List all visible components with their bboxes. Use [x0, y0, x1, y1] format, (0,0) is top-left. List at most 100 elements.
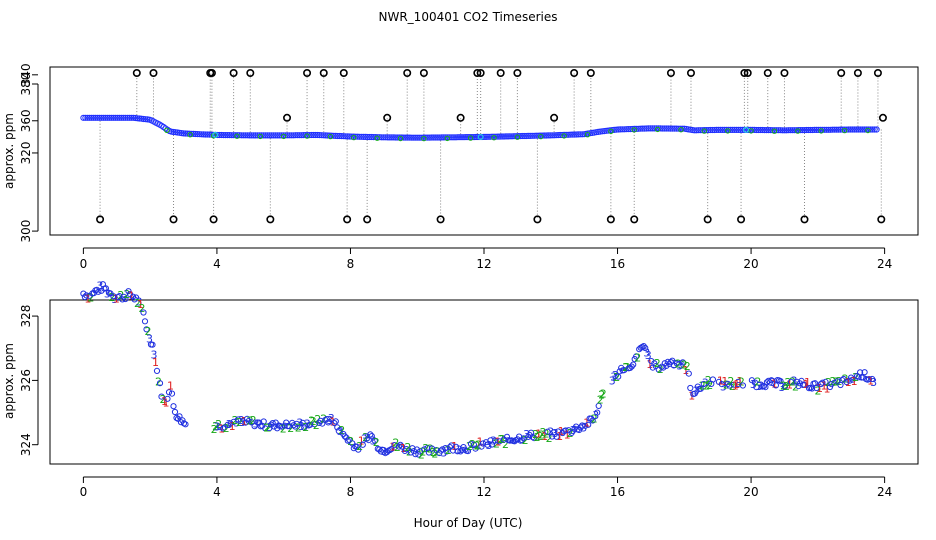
series-label-2: 2: [280, 423, 287, 436]
series-label-3: 3: [328, 412, 335, 425]
series-point: [478, 443, 485, 450]
baseline-point: [510, 133, 518, 140]
baseline-point: [224, 132, 231, 139]
baseline-point: [358, 133, 365, 140]
baseline-point: [571, 131, 578, 138]
spike-point: [606, 215, 615, 224]
bottom-x-tick-label: 20: [743, 485, 758, 499]
baseline-point: [801, 127, 808, 134]
baseline-point: [312, 131, 319, 139]
baseline-point: [116, 114, 123, 121]
series-point: [220, 425, 227, 432]
series-point: [335, 427, 342, 435]
baseline-point: [827, 126, 834, 133]
spike-point: [383, 113, 392, 122]
baseline-point: [741, 126, 748, 133]
baseline-point: [709, 126, 716, 134]
overlay-point: [584, 132, 591, 138]
series-label-2: 2: [236, 416, 243, 429]
top-x-tick-label: 12: [476, 257, 491, 271]
baseline-point: [284, 132, 291, 139]
series-label-2: 2: [392, 437, 399, 450]
baseline-point: [136, 115, 143, 122]
baseline-point: [216, 131, 223, 139]
series-label-3: 3: [146, 332, 153, 345]
spike-point: [476, 69, 485, 78]
series-point: [798, 377, 805, 384]
series-label-2: 2: [833, 375, 840, 388]
series-point: [781, 383, 789, 390]
baseline-point: [480, 133, 488, 140]
baseline-point: [344, 133, 351, 140]
baseline-point: [521, 132, 528, 140]
series-point: [446, 444, 453, 451]
series-label-2: 2: [418, 449, 425, 462]
series-point: [726, 382, 733, 389]
baseline-point: [717, 126, 724, 133]
series-point: [168, 390, 176, 397]
baseline-point: [665, 125, 672, 132]
series-point: [132, 294, 140, 301]
baseline-point: [170, 128, 177, 136]
series-label-2: 2: [247, 414, 254, 427]
series-point: [793, 378, 801, 385]
baseline-point: [290, 132, 297, 139]
top-y-tick-label: 360: [19, 109, 33, 132]
baseline-point: [791, 127, 798, 134]
series-label-2: 2: [522, 434, 529, 447]
overlay-point: [421, 135, 427, 142]
series-point: [359, 441, 366, 448]
baseline-point: [246, 132, 253, 139]
series-label-3: 3: [233, 417, 240, 430]
series-point: [245, 418, 252, 425]
series-point: [679, 359, 686, 366]
overlay-point: [865, 127, 871, 134]
baseline-point: [240, 132, 247, 139]
bottom-x-tick-label: 0: [80, 485, 88, 499]
series-label-2: 2: [108, 291, 115, 304]
series-label-2: 2: [87, 292, 94, 305]
top-panel: approx. ppm 0 4 8 12 16 20 24 300 320 340 360 380: [2, 63, 919, 271]
series-point: [687, 384, 694, 392]
series-point: [700, 380, 707, 388]
baseline-point: [382, 134, 389, 141]
overlay-point: [538, 133, 544, 140]
baseline-point: [354, 133, 361, 140]
spike-point: [513, 69, 522, 78]
top-y-tick-label: 380: [19, 73, 33, 96]
baseline-point: [611, 126, 618, 133]
series-label-3: 3: [769, 376, 776, 389]
baseline-point: [727, 126, 734, 133]
baseline-point: [294, 132, 301, 139]
baseline-point: [605, 127, 612, 134]
series-point: [503, 433, 511, 440]
series-point: [630, 361, 637, 368]
series-label-2: 2: [675, 358, 682, 371]
baseline-point: [815, 126, 822, 133]
baseline-point: [184, 130, 191, 137]
baseline-point: [575, 131, 582, 138]
baseline-point: [248, 132, 255, 139]
baseline-point: [803, 126, 810, 134]
series-label-2: 2: [815, 384, 822, 397]
baseline-point: [402, 134, 409, 141]
series-label-3: 3: [720, 380, 727, 393]
series-point: [849, 376, 856, 383]
series-label-1: 1: [167, 380, 174, 393]
baseline-point: [711, 126, 718, 134]
baseline-point: [406, 134, 413, 141]
baseline-point: [280, 132, 287, 139]
baseline-point: [230, 132, 237, 139]
top-y-tick-label: 340: [19, 63, 33, 86]
baseline-point: [745, 126, 752, 133]
baseline-point: [390, 134, 397, 141]
series-label-2: 2: [160, 393, 167, 406]
baseline-point: [675, 125, 682, 132]
bottom-x-tick-label: 8: [347, 485, 355, 499]
series-label-2: 2: [404, 441, 411, 454]
baseline-point: [531, 132, 538, 139]
baseline-point: [298, 132, 305, 139]
baseline-point: [577, 131, 584, 138]
baseline-point: [84, 114, 91, 121]
